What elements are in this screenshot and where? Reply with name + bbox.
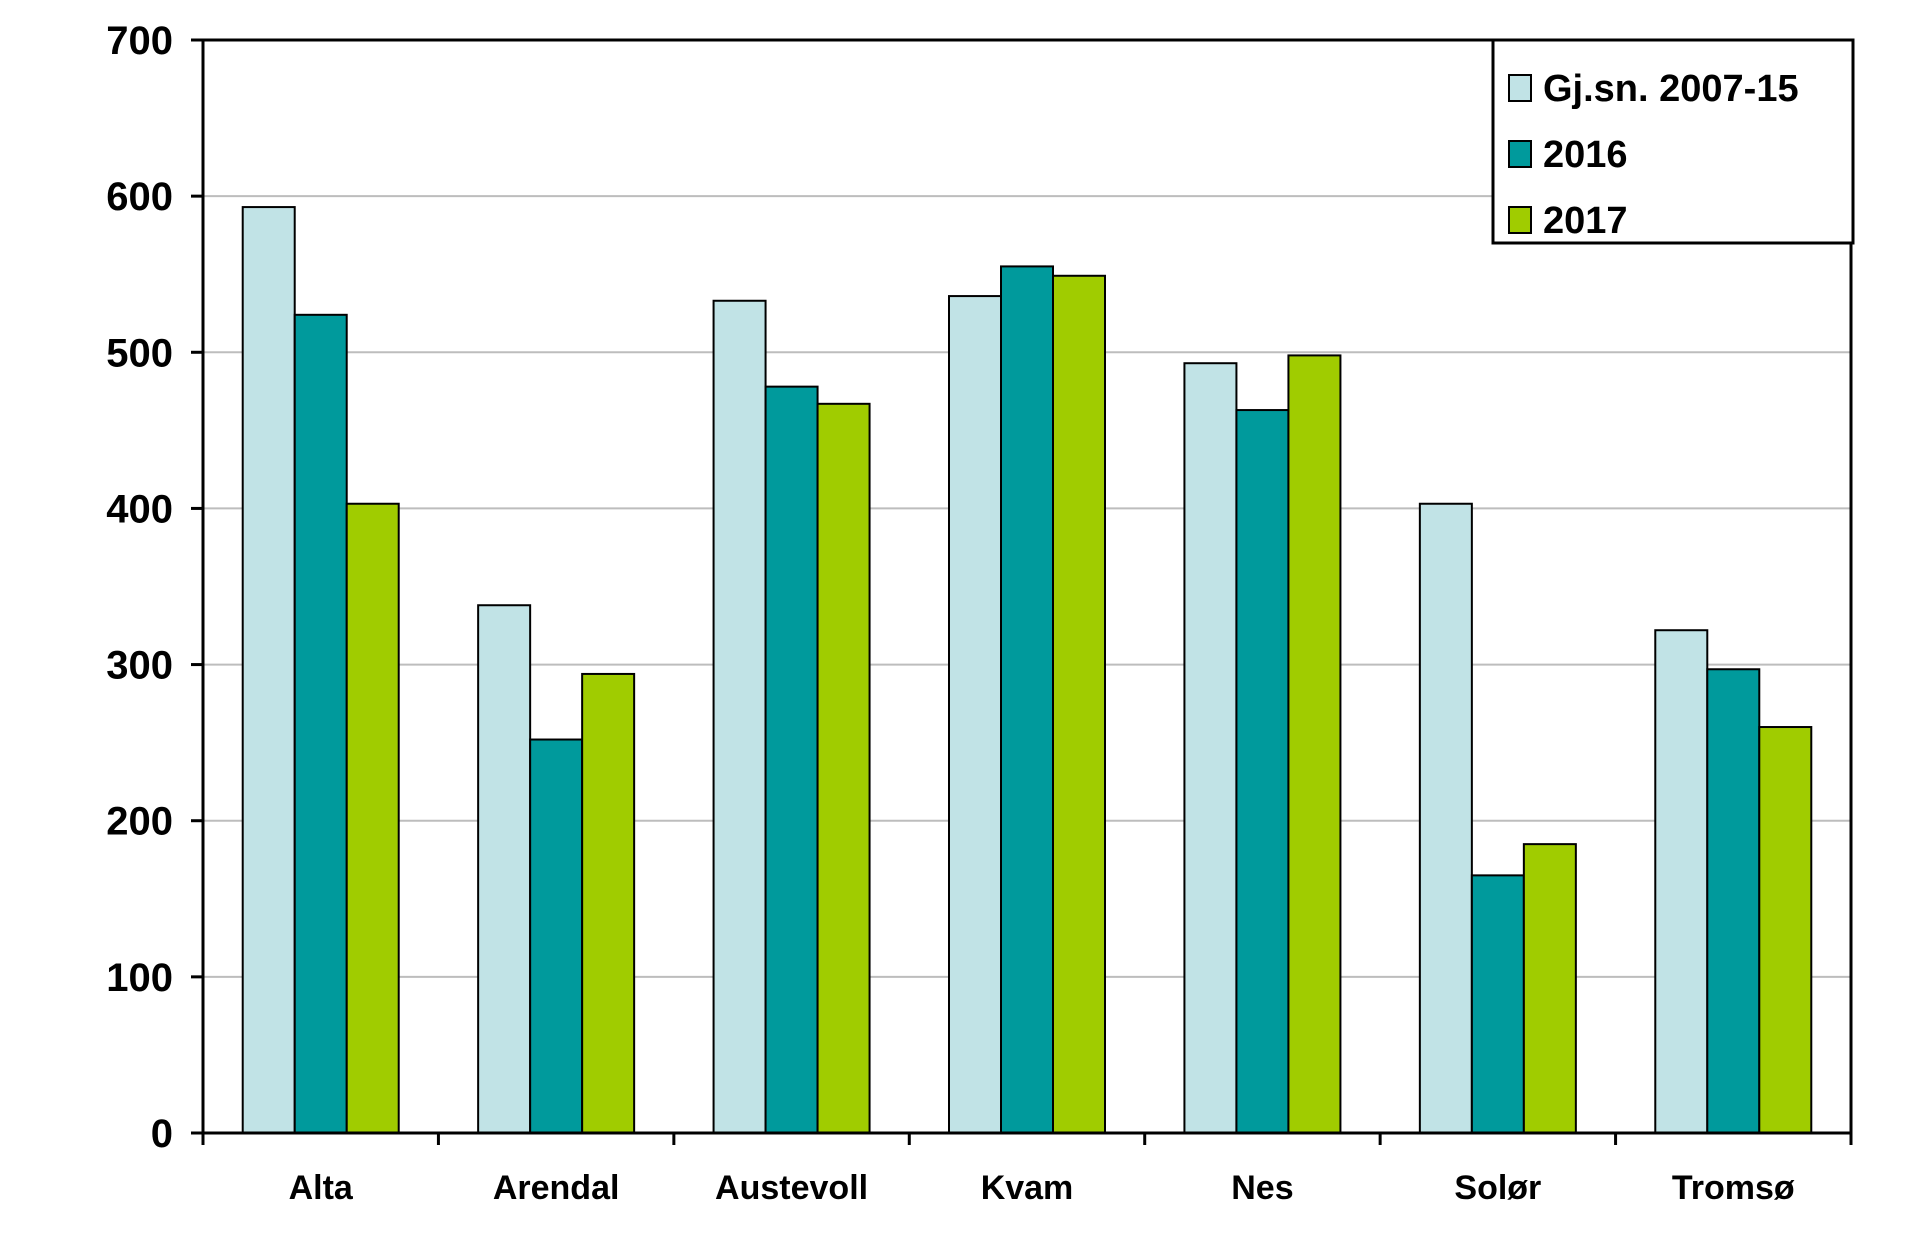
legend-label: 2017 [1543,200,1628,242]
bar-nes-2017 [1287,354,1342,1134]
bar-alta-gj-sn-2007-15 [241,206,296,1134]
bar-kvam-gj-sn-2007-15 [948,295,1002,1134]
y-tick-label: 500 [106,331,173,375]
axes [191,38,1853,1145]
bar-tromsø-2017 [1758,726,1813,1134]
bar-nes-2016 [1235,409,1290,1134]
legend-swatch [1508,140,1532,168]
bar-tromsø-gj-sn-2007-15 [1654,629,1709,1134]
bar-solør-gj-sn-2007-15 [1418,502,1473,1135]
x-tick-label: Arendal [493,1169,620,1207]
plot-frame [201,38,1853,1135]
bar-kvam-2017 [1052,274,1106,1135]
bar-austevoll-2017 [816,402,871,1134]
bars [241,206,1813,1135]
bar-arendal-2016 [529,738,584,1135]
x-axis-ticks: Alta Arendal Austevoll Kvam Nes Solør Tromsø [289,1169,1795,1207]
x-tick-label: Nes [1231,1169,1293,1207]
bar-solør-2016 [1470,874,1525,1134]
bar-austevoll-2016 [764,385,819,1134]
bar-austevoll-gj-sn-2007-15 [712,299,767,1135]
legend-swatch [1508,206,1532,234]
x-tick-label: Solør [1454,1169,1541,1207]
bar-tromsø-2016 [1706,668,1761,1135]
legend: Gj.sn. 2007-15 2016 2017 [1491,38,1855,245]
y-tick-label: 0 [151,1112,173,1156]
bar-kvam-2016 [1000,265,1054,1134]
x-tick-label: Kvam [981,1169,1074,1207]
bar-nes-gj-sn-2007-15 [1183,362,1238,1135]
bar-solør-2017 [1522,843,1577,1135]
legend-label: Gj.sn. 2007-15 [1543,68,1799,110]
legend-label: 2016 [1543,134,1628,176]
bar-arendal-gj-sn-2007-15 [477,604,532,1134]
x-tick-label: Austevoll [715,1169,868,1207]
x-tick-label: Tromsø [1672,1169,1795,1207]
y-tick-label: 300 [106,644,173,688]
bar-alta-2017 [345,502,400,1135]
bar-alta-2016 [293,313,348,1135]
y-tick-label: 700 [106,19,173,63]
y-axis-ticks: 0 100 200 300 400 500 600 700 [106,19,173,1156]
legend-swatch [1508,74,1532,102]
y-tick-label: 400 [106,487,173,531]
bar-arendal-2017 [581,672,636,1134]
y-tick-label: 200 [106,800,173,844]
y-tick-label: 600 [106,175,173,219]
y-tick-label: 100 [106,956,173,1000]
legend-box [1491,38,1855,245]
x-tick-label: Alta [289,1169,354,1207]
